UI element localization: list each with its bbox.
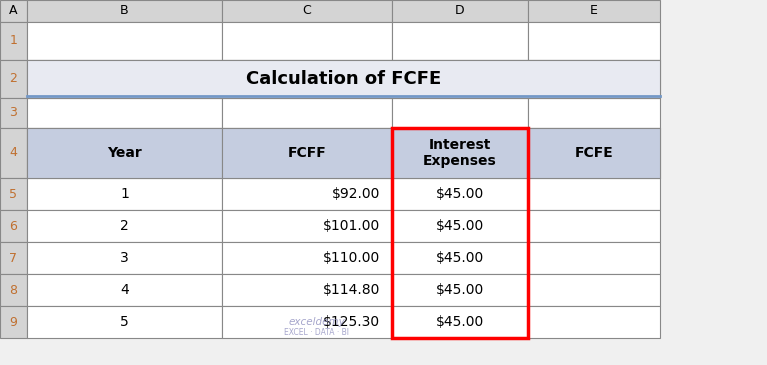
Bar — [392, 306, 528, 338]
Bar — [27, 210, 222, 242]
Text: 4: 4 — [120, 283, 129, 297]
Bar — [528, 178, 660, 210]
Text: 7: 7 — [9, 251, 18, 265]
Bar — [392, 210, 528, 242]
Bar — [528, 274, 660, 306]
Text: $101.00: $101.00 — [323, 219, 380, 233]
Bar — [0, 98, 27, 128]
Text: A: A — [9, 4, 18, 18]
Bar — [222, 98, 392, 128]
Bar — [528, 128, 660, 178]
Text: EXCEL · DATA · BI: EXCEL · DATA · BI — [285, 328, 350, 337]
Bar — [0, 178, 27, 210]
Text: 8: 8 — [9, 284, 18, 296]
Bar — [392, 22, 528, 60]
Bar — [528, 128, 660, 178]
Bar — [392, 128, 528, 178]
Bar — [27, 98, 222, 128]
Text: C: C — [303, 4, 311, 18]
Bar — [0, 0, 27, 22]
Bar — [222, 210, 392, 242]
Text: $45.00: $45.00 — [436, 219, 484, 233]
Bar — [0, 60, 27, 98]
Bar — [222, 0, 392, 22]
Bar — [27, 306, 222, 338]
Bar — [27, 0, 222, 22]
Bar — [528, 22, 660, 60]
Text: $125.30: $125.30 — [323, 315, 380, 329]
Bar — [392, 128, 528, 338]
Bar — [392, 178, 528, 210]
Bar — [0, 128, 27, 178]
Bar — [392, 128, 528, 178]
Text: $45.00: $45.00 — [436, 315, 484, 329]
Text: $92.00: $92.00 — [331, 187, 380, 201]
Bar — [528, 306, 660, 338]
Text: 6: 6 — [9, 219, 18, 233]
Text: 9: 9 — [9, 315, 18, 328]
Text: B: B — [120, 4, 129, 18]
Bar — [0, 22, 27, 60]
Bar — [528, 210, 660, 242]
Text: 1: 1 — [9, 35, 18, 47]
Bar — [0, 242, 27, 274]
Bar — [27, 128, 222, 178]
Bar — [0, 306, 27, 338]
Bar — [222, 22, 392, 60]
Bar — [27, 60, 222, 98]
Bar — [528, 98, 660, 128]
Text: 5: 5 — [9, 188, 18, 200]
Text: exceldemy: exceldemy — [288, 317, 345, 327]
Text: Year: Year — [107, 146, 142, 160]
Bar — [222, 60, 392, 98]
Text: 3: 3 — [9, 107, 18, 119]
Bar — [392, 98, 528, 128]
Text: $114.80: $114.80 — [323, 283, 380, 297]
Text: $45.00: $45.00 — [436, 283, 484, 297]
Text: Calculation of FCFE: Calculation of FCFE — [246, 70, 441, 88]
Bar — [392, 0, 528, 22]
Text: 2: 2 — [120, 219, 129, 233]
Bar — [27, 242, 222, 274]
Text: $45.00: $45.00 — [436, 251, 484, 265]
Bar — [0, 210, 27, 242]
Bar — [222, 306, 392, 338]
Text: 5: 5 — [120, 315, 129, 329]
Bar — [27, 22, 222, 60]
Bar — [392, 274, 528, 306]
Bar — [0, 274, 27, 306]
Bar — [222, 178, 392, 210]
Bar — [528, 0, 660, 22]
Text: FCFE: FCFE — [574, 146, 614, 160]
Text: 4: 4 — [9, 146, 18, 160]
Bar — [392, 60, 528, 98]
Bar — [222, 242, 392, 274]
Bar — [27, 178, 222, 210]
Text: 2: 2 — [9, 73, 18, 85]
Text: $45.00: $45.00 — [436, 187, 484, 201]
Bar — [222, 274, 392, 306]
Text: $110.00: $110.00 — [323, 251, 380, 265]
Bar — [222, 128, 392, 178]
Bar — [27, 60, 660, 98]
Text: Interest
Expenses: Interest Expenses — [423, 138, 497, 168]
Bar — [528, 60, 660, 98]
Text: D: D — [455, 4, 465, 18]
Bar — [27, 274, 222, 306]
Bar — [222, 128, 392, 178]
Text: E: E — [590, 4, 598, 18]
Bar — [528, 242, 660, 274]
Bar — [392, 242, 528, 274]
Bar — [27, 128, 222, 178]
Text: 3: 3 — [120, 251, 129, 265]
Text: FCFF: FCFF — [288, 146, 327, 160]
Text: 1: 1 — [120, 187, 129, 201]
